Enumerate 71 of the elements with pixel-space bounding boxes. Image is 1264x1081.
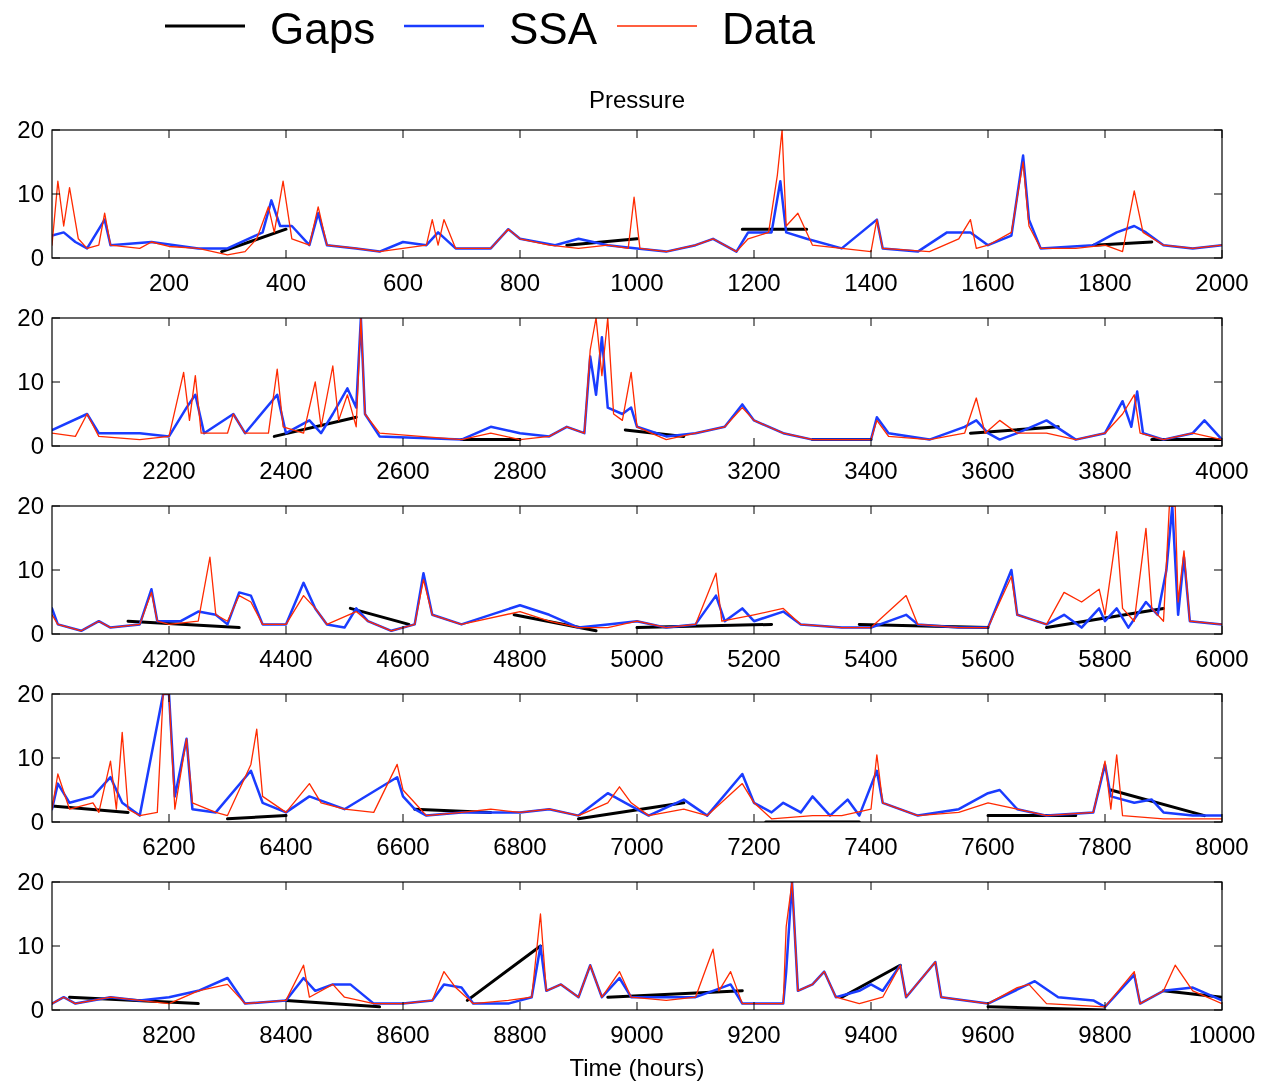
x-tick-label: 6200 (142, 833, 196, 860)
x-tick-label: 2600 (376, 457, 430, 484)
line-series (52, 130, 1222, 256)
y-tick-label: 0 (30, 808, 44, 835)
x-tick-label: 7000 (610, 833, 664, 860)
x-tick-label: 2000 (1195, 269, 1249, 296)
y-tick-label: 10 (17, 368, 44, 395)
x-tick-label: 3800 (1078, 457, 1132, 484)
x-tick-label: 1600 (961, 269, 1015, 296)
x-tick-label: 600 (382, 269, 424, 296)
x-tick-label: 8200 (142, 1021, 196, 1048)
y-tick-label: 0 (30, 432, 44, 459)
x-tick-label: 9600 (961, 1021, 1015, 1048)
y-tick-label: 0 (30, 620, 44, 647)
x-tick-label: 10000 (1188, 1021, 1256, 1048)
x-tick-label: 7600 (961, 833, 1015, 860)
x-tick-label: 6000 (1195, 645, 1249, 672)
x-tick-label: 6800 (493, 833, 547, 860)
x-tick-label: 1200 (727, 269, 781, 296)
y-tick-label: 20 (17, 680, 44, 707)
x-tick-label: 4400 (259, 645, 313, 672)
x-tick-label: 1400 (844, 269, 898, 296)
x-tick-label: 2200 (142, 457, 196, 484)
legend-label: Data (722, 4, 816, 53)
y-tick-label: 0 (30, 244, 44, 271)
x-tick-label: 4600 (376, 645, 430, 672)
x-tick-label: 8800 (493, 1021, 547, 1048)
y-tick-label: 10 (17, 744, 44, 771)
x-tick-label: 7200 (727, 833, 781, 860)
y-tick-label: 10 (17, 932, 44, 959)
x-tick-label: 5000 (610, 645, 664, 672)
x-axis-title: Time (hours) (569, 1054, 705, 1081)
x-tick-label: 3400 (844, 457, 898, 484)
y-tick-label: 20 (17, 868, 44, 895)
x-tick-label: 800 (499, 269, 541, 296)
legend-label: Gaps (270, 4, 376, 53)
x-tick-label: 8400 (259, 1021, 313, 1048)
x-tick-label: 5200 (727, 645, 781, 672)
x-tick-label: 6600 (376, 833, 430, 860)
x-tick-label: 3200 (727, 457, 781, 484)
x-tick-label: 9000 (610, 1021, 664, 1048)
y-tick-label: 20 (17, 116, 44, 143)
y-tick-label: 20 (17, 492, 44, 519)
x-tick-label: 400 (265, 269, 307, 296)
x-tick-label: 4000 (1195, 457, 1249, 484)
legend-label: SSA (509, 4, 598, 53)
chart-title: Pressure (588, 86, 686, 113)
x-tick-label: 4800 (493, 645, 547, 672)
x-tick-label: 7400 (844, 833, 898, 860)
x-tick-label: 4200 (142, 645, 196, 672)
y-tick-label: 20 (17, 304, 44, 331)
x-tick-label: 6400 (259, 833, 313, 860)
x-tick-label: 5800 (1078, 645, 1132, 672)
x-tick-label: 2400 (259, 457, 313, 484)
x-tick-label: 3600 (961, 457, 1015, 484)
x-tick-label: 9800 (1078, 1021, 1132, 1048)
x-tick-label: 3000 (610, 457, 664, 484)
x-tick-label: 1800 (1078, 269, 1132, 296)
x-tick-label: 7800 (1078, 833, 1132, 860)
y-tick-label: 10 (17, 180, 44, 207)
x-tick-label: 2800 (493, 457, 547, 484)
x-tick-label: 8600 (376, 1021, 430, 1048)
x-tick-label: 9400 (844, 1021, 898, 1048)
y-tick-label: 10 (17, 556, 44, 583)
x-tick-label: 8000 (1195, 833, 1249, 860)
x-tick-label: 1000 (610, 269, 664, 296)
x-tick-label: 200 (148, 269, 190, 296)
x-tick-label: 5400 (844, 645, 898, 672)
x-tick-label: 5600 (961, 645, 1015, 672)
y-tick-label: 0 (30, 996, 44, 1023)
x-tick-label: 9200 (727, 1021, 781, 1048)
